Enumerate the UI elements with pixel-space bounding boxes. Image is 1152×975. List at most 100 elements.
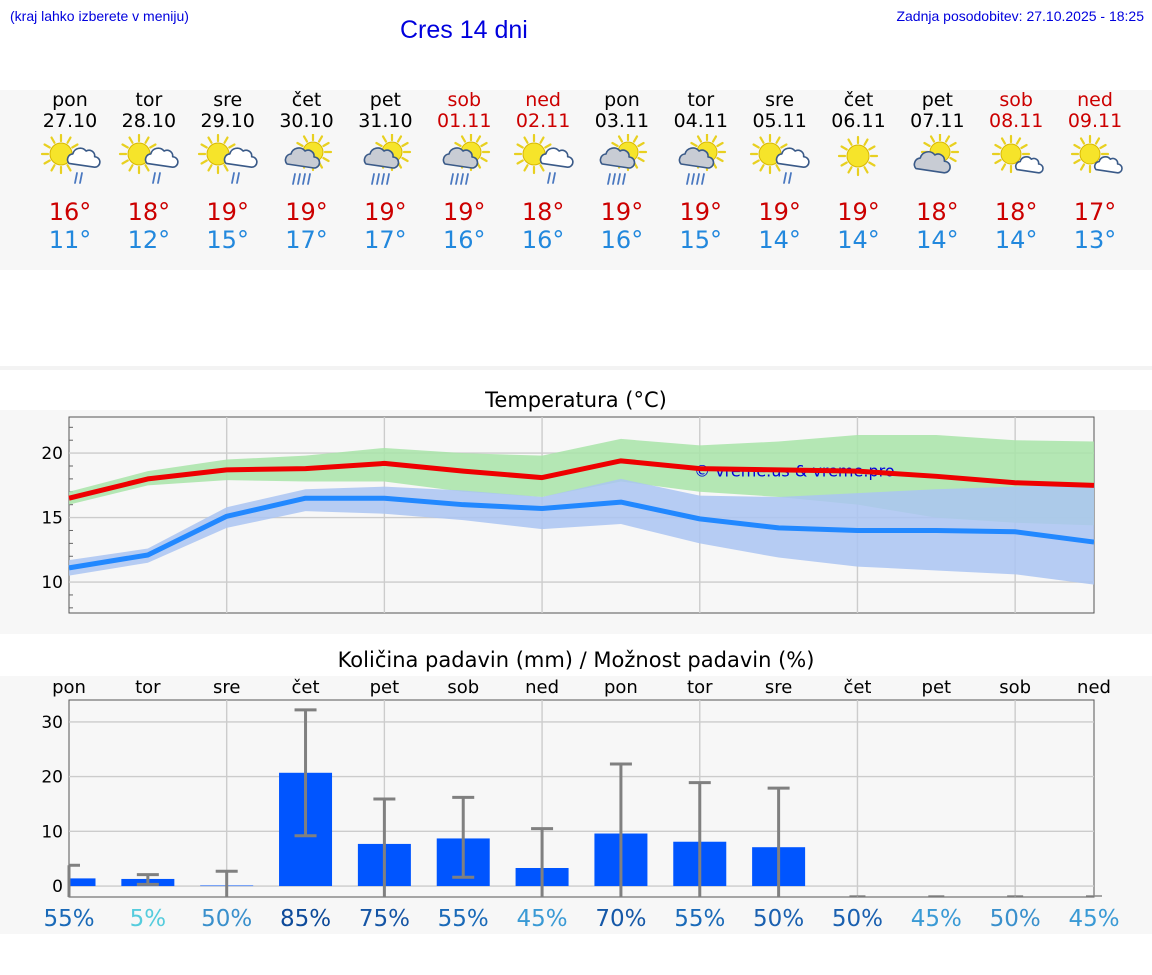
sun-cloud-rain-icon bbox=[188, 132, 267, 198]
x-tick-label: sob bbox=[999, 677, 1031, 698]
x-tick-label: tor bbox=[687, 677, 713, 698]
forecast-day-name: ned bbox=[1077, 89, 1113, 111]
sun-small-cloud-icon bbox=[1056, 132, 1135, 198]
precip-probability: 55% bbox=[43, 906, 94, 932]
error-bar bbox=[452, 795, 475, 879]
forecast-min-temp: 14° bbox=[994, 226, 1038, 254]
precipitation-chart: 0 10 20 30 pon tor sre čet pet sob ned pon tor sre čet… bbox=[41, 677, 1119, 932]
max-temp-line bbox=[68, 458, 1095, 501]
precip-probability: 70% bbox=[595, 906, 646, 932]
forecast-min-temp: 12° bbox=[127, 226, 171, 254]
forecast-day: sre 29.10 19° 15° bbox=[188, 90, 267, 254]
error-bar bbox=[294, 708, 317, 838]
forecast-day-name: sre bbox=[765, 89, 795, 111]
forecast-min-temp: 14° bbox=[837, 226, 880, 254]
sun-cloud-heavy-rain-icon bbox=[582, 132, 661, 198]
precip-probability: 75% bbox=[359, 906, 410, 932]
y-tick-label: 30 bbox=[41, 713, 63, 733]
error-bar bbox=[67, 863, 80, 897]
forecast-day-name: pet bbox=[921, 89, 953, 111]
forecast-max-temp: 19° bbox=[837, 198, 880, 226]
error-bar bbox=[373, 797, 396, 897]
forecast-day: sre 05.11 19° 14° bbox=[740, 90, 819, 254]
error-bar bbox=[215, 869, 238, 897]
precip-probability: 45% bbox=[1068, 906, 1119, 932]
forecast-min-temp: 16° bbox=[600, 226, 644, 254]
forecast-max-temp: 18° bbox=[521, 198, 565, 226]
x-tick-label: pet bbox=[370, 677, 400, 698]
forecast-day-name: tor bbox=[135, 89, 163, 111]
forecast-date: 08.11 bbox=[988, 110, 1044, 132]
forecast-date: 05.11 bbox=[752, 110, 807, 132]
y-tick-label: 20 bbox=[41, 444, 63, 464]
x-tick-label: ned bbox=[525, 677, 559, 698]
sun-cloud-rain-icon bbox=[109, 132, 188, 198]
forecast-date: 30.10 bbox=[279, 110, 334, 132]
x-tick-label: pon bbox=[52, 677, 86, 698]
forecast-date: 31.10 bbox=[358, 110, 413, 132]
forecast-max-temp: 19° bbox=[758, 198, 801, 226]
forecast-max-temp: 19° bbox=[206, 198, 249, 226]
forecast-min-temp: 14° bbox=[916, 226, 959, 254]
forecast-day-name: ned bbox=[525, 89, 561, 111]
sun-cloud-heavy-rain-icon bbox=[346, 132, 425, 198]
forecast-max-temp: 19° bbox=[600, 198, 644, 226]
x-tick-label: sre bbox=[765, 677, 792, 698]
divider bbox=[0, 366, 1152, 370]
sun-cloud-heavy-rain-icon bbox=[267, 132, 346, 198]
x-tick-label: ned bbox=[1077, 677, 1111, 698]
forecast-max-temp: 17° bbox=[1073, 198, 1117, 226]
max-range-band bbox=[69, 435, 1094, 526]
forecast-max-temp: 19° bbox=[442, 198, 486, 226]
forecast-date: 28.10 bbox=[121, 110, 177, 132]
x-tick-label: pon bbox=[604, 677, 638, 698]
precip-probability: 55% bbox=[438, 906, 489, 932]
plot-area bbox=[68, 699, 1095, 898]
forecast-day: pet 07.11 18° 14° bbox=[898, 90, 977, 254]
location-hint: (kraj lahko izberete v meniju) bbox=[10, 8, 189, 24]
precip-bar bbox=[69, 878, 96, 887]
sun-cloud-rain-icon bbox=[504, 132, 583, 198]
forecast-max-temp: 16° bbox=[48, 198, 92, 226]
temperature-panel: Temperatura (°C) 10 15 20 © vreme.us & vrem… bbox=[0, 388, 1152, 634]
forecast-max-temp: 18° bbox=[916, 198, 959, 226]
x-tick-label: sob bbox=[447, 677, 479, 698]
forecast-max-temp: 19° bbox=[679, 198, 723, 226]
forecast-day-name: tor bbox=[687, 89, 715, 111]
y-tick-label: 15 bbox=[41, 509, 63, 529]
forecast-date: 29.10 bbox=[200, 110, 255, 132]
error-bar bbox=[767, 786, 790, 897]
sun-small-cloud-icon bbox=[977, 132, 1056, 198]
forecast-min-temp: 13° bbox=[1073, 226, 1117, 254]
error-bar bbox=[136, 873, 159, 886]
precip-probability: 45% bbox=[517, 906, 568, 932]
forecast-date: 04.11 bbox=[673, 110, 728, 132]
forecast-date: 03.11 bbox=[594, 110, 650, 132]
forecast-date: 06.11 bbox=[831, 110, 886, 132]
forecast-day-name: pon bbox=[52, 89, 88, 111]
temperature-chart-title: Temperatura (°C) bbox=[485, 388, 667, 412]
x-tick-label: čet bbox=[292, 677, 320, 698]
forecast-day: pet 31.10 19° 17° bbox=[346, 90, 425, 254]
min-temp-line bbox=[68, 495, 1095, 571]
sun-icon bbox=[819, 132, 898, 198]
forecast-date: 09.11 bbox=[1067, 110, 1123, 132]
sun-cloud-rain-icon bbox=[740, 132, 819, 198]
forecast-min-temp: 16° bbox=[521, 226, 565, 254]
forecast-day: pon 27.10 16° 11° bbox=[31, 90, 110, 254]
forecast-day: tor 28.10 18° 12° bbox=[109, 90, 188, 254]
forecast-max-temp: 18° bbox=[994, 198, 1038, 226]
forecast-day-name: čet bbox=[843, 89, 874, 111]
y-tick-label: 10 bbox=[41, 822, 63, 842]
precip-probability: 45% bbox=[911, 906, 962, 932]
forecast-date: 02.11 bbox=[515, 110, 571, 132]
precip-probability: 50% bbox=[753, 906, 804, 932]
min-range-band bbox=[69, 478, 1094, 585]
forecast-day-name: pon bbox=[604, 89, 640, 111]
sun-cloud-heavy-rain-icon bbox=[425, 132, 504, 198]
precip-probability: 5% bbox=[130, 906, 167, 932]
x-tick-label: čet bbox=[843, 677, 871, 698]
forecast-day-name: sob bbox=[447, 89, 482, 111]
y-tick-label: 20 bbox=[41, 768, 63, 788]
